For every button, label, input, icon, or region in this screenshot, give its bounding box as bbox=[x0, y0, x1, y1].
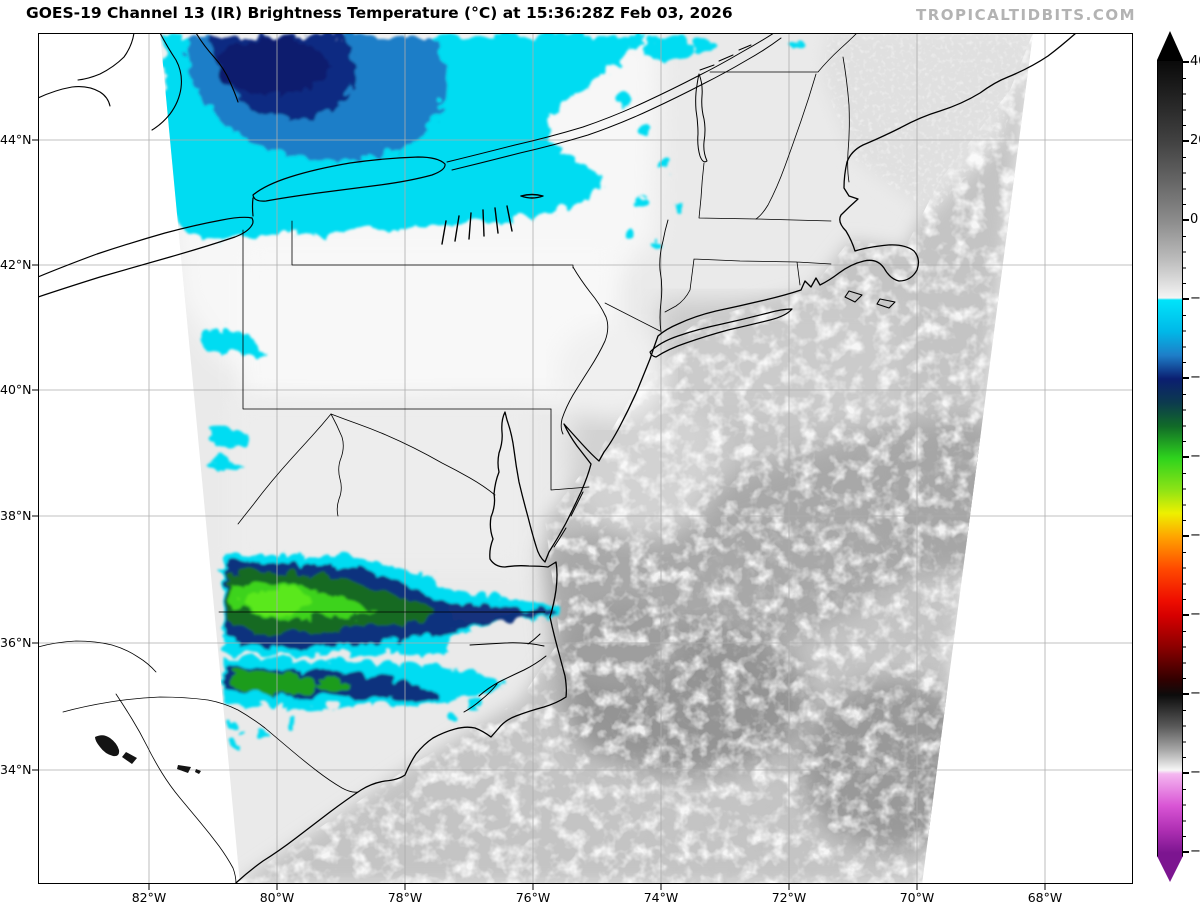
colorbar-arrow-bottom bbox=[1157, 856, 1183, 882]
long-island-outline bbox=[649, 308, 793, 358]
lake-erie-outline bbox=[38, 197, 254, 298]
lat-label-44n: 44°N bbox=[0, 132, 32, 147]
lon-label-78w: 78°W bbox=[387, 890, 423, 905]
colorbar-tick bbox=[1183, 456, 1189, 458]
colorbar-tick bbox=[1183, 61, 1189, 63]
lat-label-34n: 34°N bbox=[0, 762, 32, 777]
colorbar-label-40: 40 bbox=[1190, 54, 1200, 69]
cold-cloud-tops bbox=[160, 33, 803, 747]
cold-cloud-mass-lake-ontario bbox=[160, 33, 803, 244]
lon-label-70w: 70°W bbox=[899, 890, 935, 905]
carolina-lakes bbox=[95, 735, 201, 774]
lon-label-68w: 68°W bbox=[1027, 890, 1063, 905]
colorbar-label--60: −60 bbox=[1190, 607, 1200, 622]
colorbar-arrow-top bbox=[1157, 31, 1183, 60]
colorbar-tick bbox=[1183, 377, 1189, 379]
satellite-imagery-layer bbox=[160, 33, 1033, 884]
colorbar-gradient bbox=[1157, 60, 1183, 857]
georgian-bay-shorelines bbox=[38, 33, 239, 131]
lon-label-74w: 74°W bbox=[643, 890, 679, 905]
precip-band-virginia-carolina bbox=[218, 549, 558, 653]
sounds-inner-shorelines bbox=[463, 491, 584, 713]
finger-lakes bbox=[441, 193, 544, 245]
colorbar-label-0: 0 bbox=[1190, 212, 1199, 227]
lon-label-80w: 80°W bbox=[259, 890, 295, 905]
lon-label-82w: 82°W bbox=[131, 890, 167, 905]
lon-label-76w: 76°W bbox=[515, 890, 551, 905]
lon-label-72w: 72°W bbox=[771, 890, 807, 905]
colorbar-tick bbox=[1183, 298, 1189, 300]
colorbar-label--80: −80 bbox=[1190, 765, 1200, 780]
colorbar-tick bbox=[1183, 614, 1189, 616]
geography-outlines bbox=[38, 33, 1077, 884]
axis-ticks bbox=[32, 139, 1046, 890]
colorbar-tick bbox=[1183, 772, 1189, 774]
lat-label-42n: 42°N bbox=[0, 257, 32, 272]
page-title: GOES-19 Channel 13 (IR) Brightness Tempe… bbox=[26, 4, 733, 22]
colorbar-tick bbox=[1183, 535, 1189, 537]
atlantic-coastline bbox=[234, 33, 1077, 884]
lake-ontario-outline bbox=[252, 156, 446, 202]
colorbar-label--30: −30 bbox=[1190, 370, 1200, 385]
lake-champlain-outline bbox=[695, 73, 708, 163]
colorbar-tick bbox=[1183, 219, 1189, 221]
colorbar-label--90: −90 bbox=[1190, 844, 1200, 859]
watermark-logo: TROPICALTIDBITS.COM bbox=[916, 6, 1136, 24]
state-borders bbox=[38, 33, 858, 884]
showers-western-pennsylvania bbox=[194, 325, 260, 562]
latlon-gridlines bbox=[38, 33, 1133, 884]
colorbar-label--40: −40 bbox=[1190, 449, 1200, 464]
colorbar-label--50: −50 bbox=[1190, 528, 1200, 543]
lat-label-36n: 36°N bbox=[0, 635, 32, 650]
delaware-river-border bbox=[560, 266, 609, 435]
hudson-river bbox=[659, 219, 669, 333]
lat-label-40n: 40°N bbox=[0, 382, 32, 397]
lat-label-38n: 38°N bbox=[0, 508, 32, 523]
colorbar-label-20: 20 bbox=[1190, 133, 1200, 148]
st-lawrence-river bbox=[446, 33, 782, 171]
plot-border bbox=[38, 33, 1133, 884]
colorbar-label--70: −70 bbox=[1190, 686, 1200, 701]
colorbar-tick bbox=[1183, 693, 1189, 695]
colorbar-label--20: −20 bbox=[1190, 291, 1200, 306]
colorbar-tick bbox=[1183, 140, 1189, 142]
colorbar-tick bbox=[1183, 851, 1189, 853]
coastal-islands bbox=[844, 290, 896, 309]
potomac-river bbox=[330, 413, 496, 496]
